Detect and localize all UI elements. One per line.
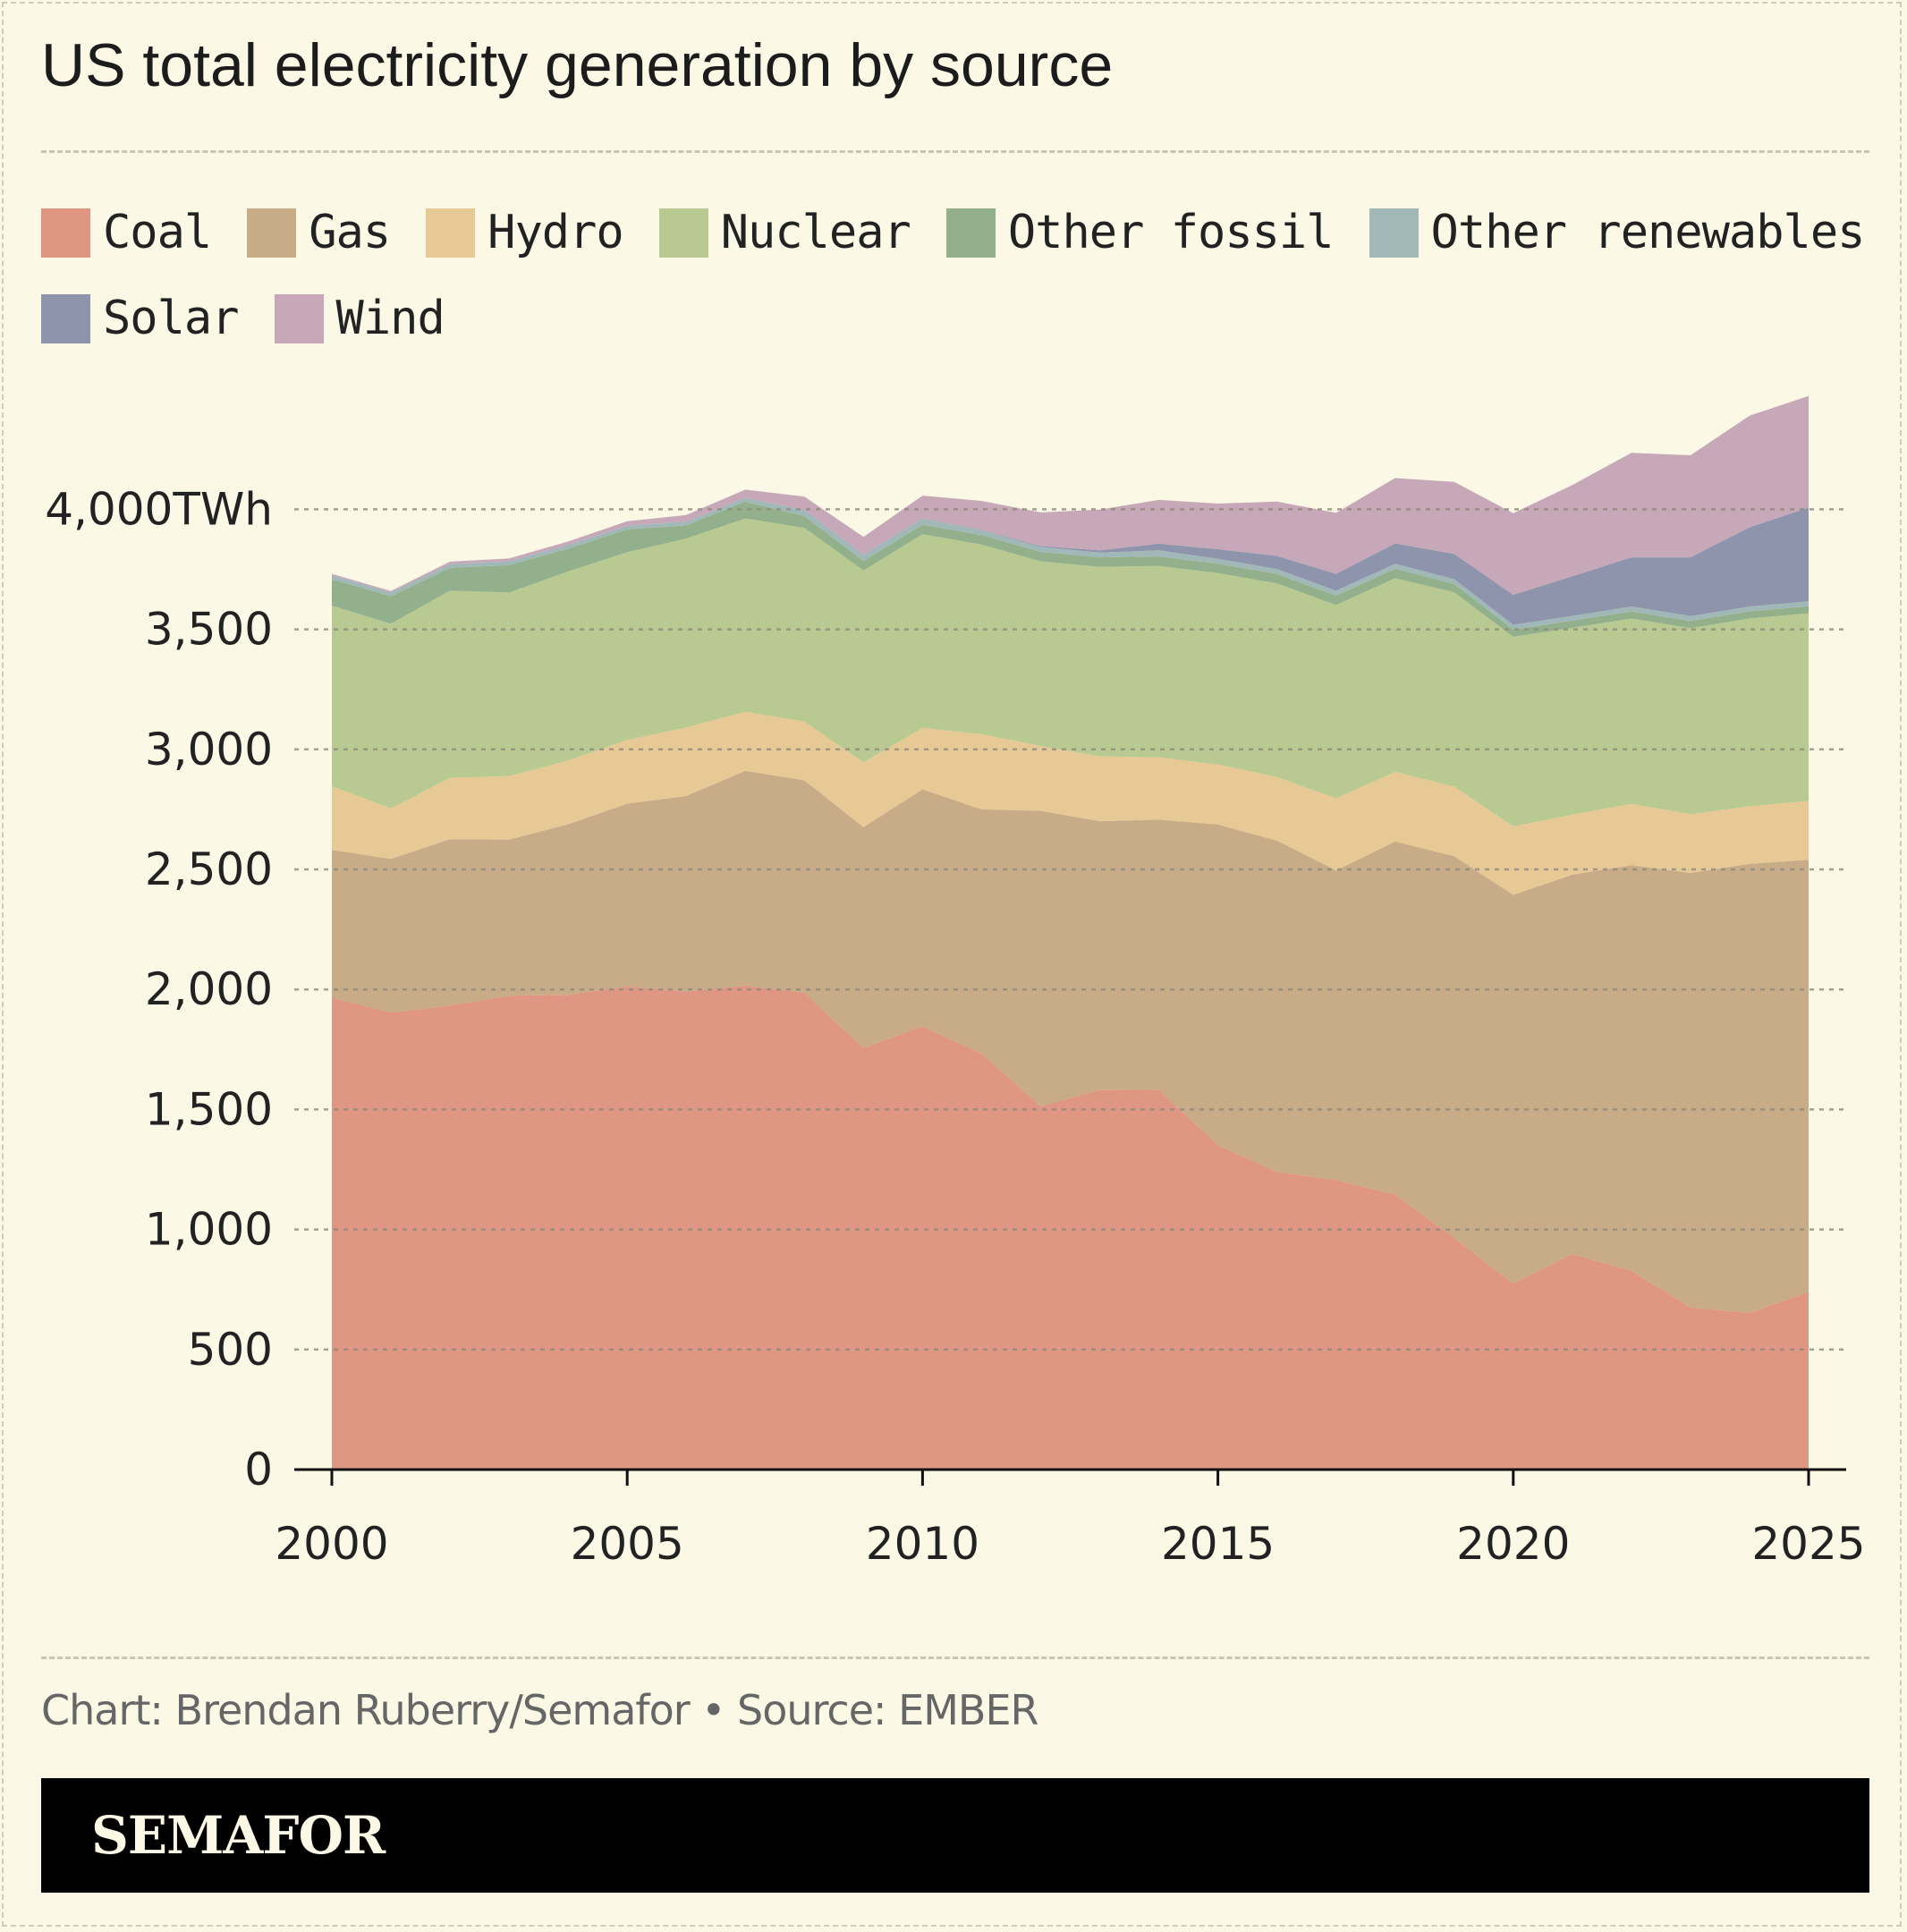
legend-label-solar: Solar bbox=[103, 292, 240, 345]
x-tick-label: 2020 bbox=[1456, 1518, 1570, 1570]
y-tick-label: 4,000TWh bbox=[45, 483, 273, 535]
y-tick-label: 500 bbox=[188, 1324, 273, 1376]
legend-item-solar: Solar bbox=[41, 292, 240, 345]
legend-item-coal: Coal bbox=[41, 206, 212, 259]
bottom-divider bbox=[41, 1657, 1869, 1659]
x-tick-label: 2010 bbox=[866, 1518, 979, 1570]
legend-item-hydro: Hydro bbox=[426, 206, 624, 259]
legend-swatch-hydro bbox=[426, 208, 476, 258]
brand-footer: SEMAFOR bbox=[41, 1778, 1869, 1893]
legend-label-other-renewables: Other renewables bbox=[1430, 206, 1866, 259]
legend-label-wind: Wind bbox=[335, 292, 445, 345]
stacked-area-chart: 0 500 1,000 1,500 2,000 2,500 3,000 3,500 4,000T… bbox=[45, 395, 1866, 1570]
x-tick-label: 2005 bbox=[571, 1518, 684, 1570]
x-tick-label: 2015 bbox=[1161, 1518, 1275, 1570]
legend-item-nuclear: Nuclear bbox=[658, 206, 911, 259]
y-tick-label: 1,000 bbox=[145, 1204, 273, 1256]
legend-label-coal: Coal bbox=[103, 206, 212, 259]
x-tick-label: 2000 bbox=[275, 1518, 388, 1570]
chart-title: US total electricity generation by sourc… bbox=[41, 31, 1114, 99]
legend-label-nuclear: Nuclear bbox=[720, 206, 911, 259]
area-hydro bbox=[332, 711, 1809, 895]
chart-credit: Chart: Brendan Ruberry/Semafor • Source:… bbox=[41, 1686, 1038, 1734]
legend-swatch-solar bbox=[41, 293, 90, 343]
area-gas bbox=[332, 770, 1809, 1313]
y-tick-label: 2,500 bbox=[145, 843, 273, 895]
legend-item-wind: Wind bbox=[274, 292, 445, 345]
legend-swatch-other-fossil bbox=[945, 208, 996, 258]
semafor-logo: SEMAFOR bbox=[91, 1805, 386, 1866]
y-tick-label: 3,500 bbox=[145, 604, 273, 656]
legend-swatch-other-renewables bbox=[1369, 208, 1419, 258]
y-tick-label: 3,000 bbox=[145, 724, 273, 775]
x-tick-label: 2025 bbox=[1751, 1518, 1865, 1570]
legend-swatch-coal bbox=[41, 208, 90, 258]
legend-swatch-wind bbox=[274, 293, 324, 343]
legend-label-gas: Gas bbox=[309, 206, 391, 259]
y-tick-label: 1,500 bbox=[145, 1083, 273, 1135]
legend: Coal Gas Hydro Nuclear Other fossil Other ren… bbox=[41, 206, 1875, 345]
legend-item-other-renewables: Other renewables bbox=[1369, 206, 1866, 259]
top-divider bbox=[41, 150, 1869, 153]
area-wind bbox=[332, 395, 1809, 595]
legend-item-other-fossil: Other fossil bbox=[945, 206, 1335, 259]
y-tick-label: 2,000 bbox=[145, 963, 273, 1015]
legend-label-other-fossil: Other fossil bbox=[1007, 206, 1335, 259]
legend-item-gas: Gas bbox=[247, 206, 391, 259]
legend-label-hydro: Hydro bbox=[487, 206, 624, 259]
legend-swatch-gas bbox=[247, 208, 297, 258]
area-other-fossil bbox=[332, 501, 1809, 637]
y-tick-label: 0 bbox=[244, 1444, 273, 1496]
legend-swatch-nuclear bbox=[658, 208, 708, 258]
